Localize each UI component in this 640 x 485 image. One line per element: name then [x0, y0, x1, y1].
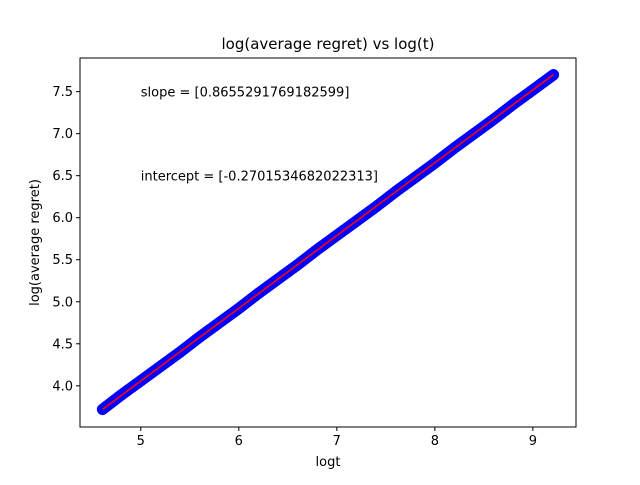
slope-annotation: slope = [0.8655291769182599]	[141, 86, 350, 101]
x-tick-label: 9	[529, 434, 537, 449]
y-tick-label: 4.5	[52, 337, 73, 352]
y-tick-label: 6.0	[52, 211, 73, 226]
y-tick-label: 4.0	[52, 379, 73, 394]
y-tick-label: 6.5	[52, 169, 73, 184]
y-tick-label: 7.5	[52, 85, 73, 100]
fit-line-layer	[102, 74, 554, 410]
y-axis-ticks: 4.0 4.5 5.0 5.5 6.0 6.5 7.0 7.5	[52, 85, 80, 394]
x-axis-label: logt	[316, 455, 341, 470]
y-tick-label: 7.0	[52, 127, 73, 142]
chart-title: log(average regret) vs log(t)	[222, 35, 435, 53]
x-tick-label: 6	[235, 434, 243, 449]
y-tick-label: 5.5	[52, 253, 73, 268]
x-tick-label: 5	[137, 434, 145, 449]
plot-border	[79, 57, 577, 428]
intercept-annotation: intercept = [-0.2701534682022313]	[141, 170, 378, 185]
x-tick-label: 8	[431, 434, 439, 449]
fit-line	[102, 74, 554, 410]
y-tick-label: 5.0	[52, 295, 73, 310]
annotations: slope = [0.8655291769182599] intercept = …	[141, 86, 378, 185]
y-axis-label: log(average regret)	[28, 179, 43, 306]
x-tick-label: 7	[333, 434, 341, 449]
x-axis-ticks: 5 6 7 8 9	[137, 427, 537, 449]
